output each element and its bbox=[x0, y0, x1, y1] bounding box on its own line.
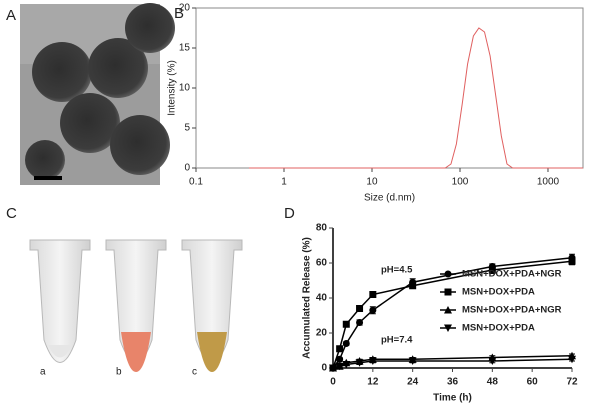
marker bbox=[488, 266, 496, 274]
x-tick-label: 100 bbox=[452, 177, 469, 188]
x-axis-title: Time (h) bbox=[433, 393, 472, 404]
y-tick-label: 20 bbox=[179, 3, 191, 14]
marker bbox=[568, 257, 576, 265]
panel-label: D bbox=[284, 205, 295, 222]
y-tick-label: 5 bbox=[184, 123, 190, 134]
marker bbox=[329, 364, 337, 372]
plot-frame bbox=[195, 7, 584, 169]
x-tick-label: 72 bbox=[566, 377, 578, 388]
marker bbox=[336, 355, 344, 363]
marker bbox=[368, 357, 377, 365]
x-axis-title: Size (d.nm) bbox=[364, 193, 415, 204]
legend-marker bbox=[444, 270, 452, 278]
marker bbox=[369, 291, 377, 298]
marker bbox=[335, 362, 344, 371]
y-tick-label: 20 bbox=[316, 328, 328, 339]
marker bbox=[342, 361, 351, 369]
x-tick-label: 0 bbox=[330, 377, 336, 388]
legend-label: MSN+DOX+PDA bbox=[462, 323, 535, 334]
marker bbox=[568, 355, 576, 364]
marker bbox=[336, 345, 344, 353]
panel-label: A bbox=[6, 7, 16, 24]
annotation: pH=7.4 bbox=[381, 335, 413, 346]
panel-label: B bbox=[174, 5, 184, 22]
legend-marker bbox=[444, 324, 452, 332]
marker bbox=[488, 357, 497, 365]
legend-marker bbox=[444, 288, 452, 296]
x-tick-label: 1 bbox=[281, 177, 287, 188]
y-axis-title: Intensity (%) bbox=[167, 60, 178, 116]
x-tick-label: 0.1 bbox=[189, 177, 203, 188]
legend-marker bbox=[444, 306, 452, 314]
data-line bbox=[332, 358, 573, 369]
y-tick-label: 10 bbox=[179, 83, 191, 94]
y-axis-title: Accumulated Release (%) bbox=[302, 237, 313, 359]
marker bbox=[342, 320, 350, 328]
marker bbox=[369, 306, 377, 314]
marker bbox=[409, 282, 417, 290]
x-tick-label: 24 bbox=[407, 377, 419, 388]
tube-label: b bbox=[116, 367, 122, 378]
y-tick-label: 15 bbox=[179, 43, 191, 54]
legend-label: MSN+DOX+PDA bbox=[462, 287, 535, 298]
y-tick-label: 0 bbox=[321, 363, 327, 374]
marker bbox=[356, 305, 364, 312]
legend-label: MSN+DOX+PDA+NGR bbox=[462, 269, 562, 280]
tem-image bbox=[20, 3, 175, 185]
y-tick-label: 0 bbox=[184, 163, 190, 174]
marker bbox=[356, 319, 364, 326]
panel-label: C bbox=[6, 205, 17, 222]
y-tick-label: 60 bbox=[316, 258, 328, 269]
y-tick-label: 40 bbox=[316, 293, 328, 304]
x-tick-label: 1000 bbox=[537, 177, 560, 188]
x-tick-label: 12 bbox=[367, 377, 379, 388]
marker bbox=[342, 340, 350, 347]
data-line bbox=[248, 27, 583, 169]
tube-label: a bbox=[40, 367, 46, 378]
x-tick-label: 60 bbox=[527, 377, 539, 388]
legend-label: MSN+DOX+PDA+NGR bbox=[462, 305, 562, 316]
tube-photo bbox=[0, 222, 270, 406]
marker bbox=[355, 359, 364, 367]
tube-label: c bbox=[192, 367, 197, 378]
data-line bbox=[332, 260, 573, 369]
marker bbox=[408, 357, 417, 365]
x-tick-label: 36 bbox=[447, 377, 459, 388]
x-tick-label: 10 bbox=[366, 177, 378, 188]
x-tick-label: 48 bbox=[487, 377, 499, 388]
annotation: pH=4.5 bbox=[381, 265, 413, 276]
y-tick-label: 80 bbox=[316, 223, 328, 234]
